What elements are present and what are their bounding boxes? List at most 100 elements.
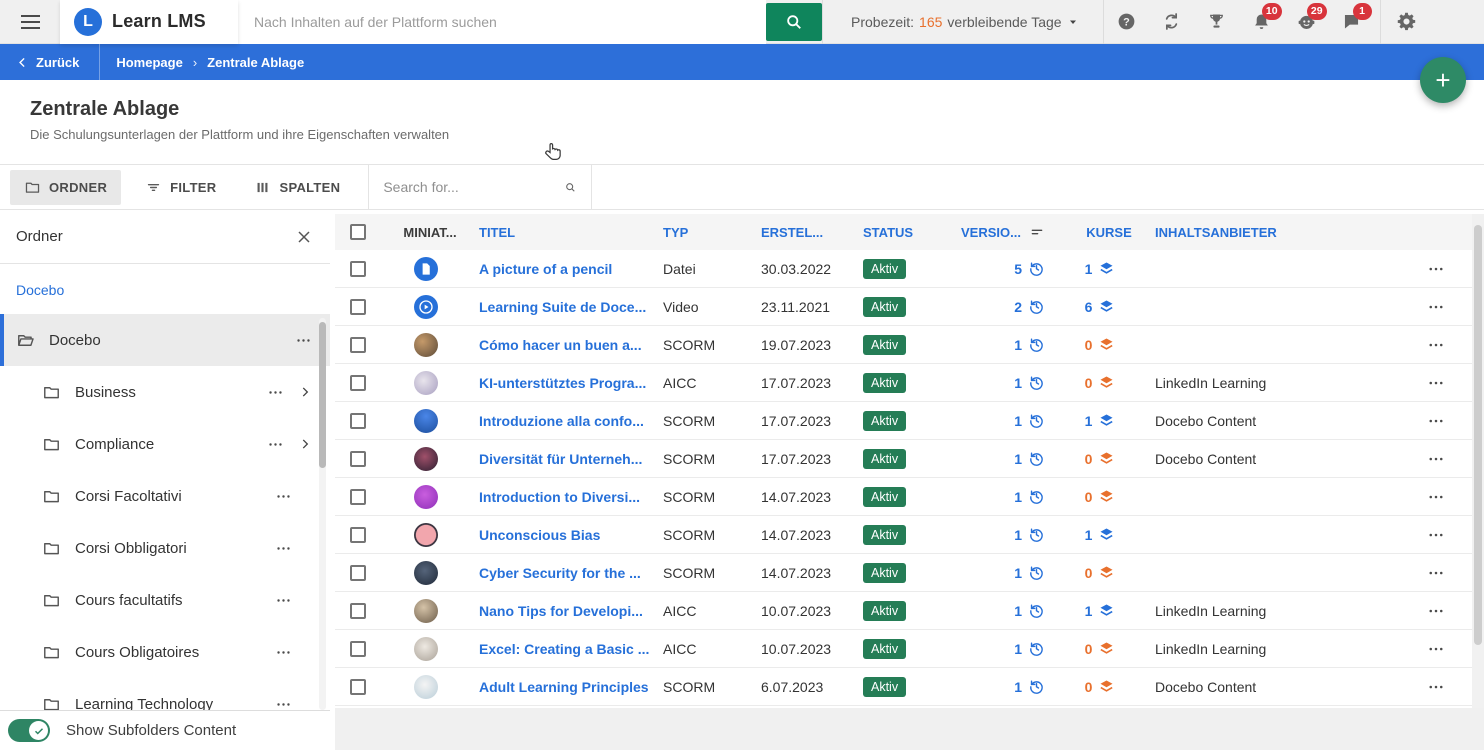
row-menu-button[interactable]: [1399, 602, 1472, 620]
settings-button[interactable]: [1381, 0, 1433, 44]
courses-link[interactable]: 0: [1063, 678, 1147, 695]
asset-title-link[interactable]: Excel: Creating a Basic ...: [471, 641, 655, 657]
select-all-checkbox[interactable]: [350, 224, 366, 240]
courses-link[interactable]: 0: [1063, 374, 1147, 391]
notifications-button[interactable]: 10: [1239, 0, 1284, 44]
folder-node-docebo[interactable]: Docebo: [0, 314, 330, 366]
row-checkbox[interactable]: [350, 527, 366, 543]
versions-link[interactable]: 1: [953, 602, 1063, 619]
chevron-right-icon[interactable]: [298, 437, 312, 451]
row-menu-button[interactable]: [1399, 640, 1472, 658]
row-checkbox[interactable]: [350, 603, 366, 619]
tab-filter[interactable]: FILTER: [131, 170, 230, 205]
versions-link[interactable]: 5: [953, 260, 1063, 277]
versions-link[interactable]: 2: [953, 298, 1063, 315]
row-checkbox[interactable]: [350, 413, 366, 429]
folder-node-corsi-obbligatori[interactable]: Corsi Obbligatori: [0, 522, 330, 574]
row-menu-button[interactable]: [1399, 450, 1472, 468]
row-checkbox[interactable]: [350, 261, 366, 277]
versions-link[interactable]: 1: [953, 564, 1063, 581]
col-created[interactable]: ERSTEL...: [753, 225, 855, 240]
row-menu-button[interactable]: [1399, 488, 1472, 506]
row-menu-button[interactable]: [1399, 564, 1472, 582]
folder-node-learning-technology[interactable]: Learning Technology: [0, 678, 330, 710]
show-subfolders-toggle[interactable]: [8, 719, 50, 742]
col-status[interactable]: STATUS: [855, 225, 953, 240]
versions-link[interactable]: 1: [953, 526, 1063, 543]
tab-folders[interactable]: ORDNER: [10, 170, 121, 205]
row-checkbox[interactable]: [350, 641, 366, 657]
versions-link[interactable]: 1: [953, 412, 1063, 429]
folder-menu-button[interactable]: [275, 540, 292, 557]
tab-columns[interactable]: SPALTEN: [240, 170, 354, 205]
courses-link[interactable]: 0: [1063, 564, 1147, 581]
table-scrollbar-thumb[interactable]: [1474, 225, 1482, 645]
chevron-right-icon[interactable]: [298, 385, 312, 399]
close-icon[interactable]: [294, 227, 314, 247]
folder-node-corsi-facoltativi[interactable]: Corsi Facoltativi: [0, 470, 330, 522]
col-versions[interactable]: VERSIO...: [953, 224, 1063, 240]
courses-link[interactable]: 1: [1063, 260, 1147, 277]
row-checkbox[interactable]: [350, 337, 366, 353]
app-logo[interactable]: L Learn LMS: [60, 0, 238, 44]
sidebar-scrollbar-thumb[interactable]: [319, 322, 326, 468]
row-checkbox[interactable]: [350, 451, 366, 467]
row-menu-button[interactable]: [1399, 336, 1472, 354]
row-menu-button[interactable]: [1399, 412, 1472, 430]
courses-link[interactable]: 1: [1063, 412, 1147, 429]
gamification-button[interactable]: [1194, 0, 1239, 44]
trial-period-dropdown[interactable]: Probezeit: 165 verbleibende Tage: [823, 14, 1103, 30]
folder-menu-button[interactable]: [275, 592, 292, 609]
folder-node-compliance[interactable]: Compliance: [0, 418, 330, 470]
asset-title-link[interactable]: Introduzione alla confo...: [471, 413, 655, 429]
folder-node-cours-facultatifs[interactable]: Cours facultatifs: [0, 574, 330, 626]
courses-link[interactable]: 1: [1063, 526, 1147, 543]
row-checkbox[interactable]: [350, 299, 366, 315]
row-menu-button[interactable]: [1399, 374, 1472, 392]
messages-button[interactable]: 1: [1329, 0, 1374, 44]
versions-link[interactable]: 1: [953, 336, 1063, 353]
folder-breadcrumb-root[interactable]: Docebo: [16, 282, 64, 298]
row-menu-button[interactable]: [1399, 678, 1472, 696]
courses-link[interactable]: 0: [1063, 640, 1147, 657]
courses-link[interactable]: 0: [1063, 488, 1147, 505]
sync-button[interactable]: [1149, 0, 1194, 44]
asset-title-link[interactable]: Unconscious Bias: [471, 527, 655, 543]
folder-node-business[interactable]: Business: [0, 366, 330, 418]
col-title[interactable]: TITEL: [471, 225, 655, 240]
asset-title-link[interactable]: Learning Suite de Doce...: [471, 299, 655, 315]
asset-title-link[interactable]: Introduction to Diversi...: [471, 489, 655, 505]
versions-link[interactable]: 1: [953, 374, 1063, 391]
courses-link[interactable]: 0: [1063, 336, 1147, 353]
hamburger-menu-icon[interactable]: [0, 0, 60, 44]
back-button[interactable]: Zurück: [0, 44, 99, 80]
row-checkbox[interactable]: [350, 375, 366, 391]
courses-link[interactable]: 0: [1063, 450, 1147, 467]
col-provider[interactable]: INHALTSANBIETER: [1147, 225, 1399, 240]
add-new-button[interactable]: +: [1420, 57, 1466, 103]
folder-node-cours-obligatoires[interactable]: Cours Obligatoires: [0, 626, 330, 678]
folder-menu-button[interactable]: [275, 696, 292, 711]
asset-title-link[interactable]: Cyber Security for the ...: [471, 565, 655, 581]
assistant-button[interactable]: 29: [1284, 0, 1329, 44]
col-type[interactable]: TYP: [655, 225, 753, 240]
versions-link[interactable]: 1: [953, 678, 1063, 695]
asset-title-link[interactable]: Diversität für Unterneh...: [471, 451, 655, 467]
versions-link[interactable]: 1: [953, 488, 1063, 505]
help-button[interactable]: ?: [1104, 0, 1149, 44]
asset-title-link[interactable]: A picture of a pencil: [471, 261, 655, 277]
breadcrumb-home[interactable]: Homepage: [116, 55, 182, 70]
versions-link[interactable]: 1: [953, 450, 1063, 467]
asset-title-link[interactable]: Nano Tips for Developi...: [471, 603, 655, 619]
folder-menu-button[interactable]: [295, 332, 312, 349]
folder-menu-button[interactable]: [267, 436, 284, 453]
global-search-input[interactable]: [238, 0, 766, 44]
row-menu-button[interactable]: [1399, 298, 1472, 316]
asset-title-link[interactable]: Adult Learning Principles: [471, 679, 655, 695]
asset-title-link[interactable]: KI-unterstütztes Progra...: [471, 375, 655, 391]
courses-link[interactable]: 6: [1063, 298, 1147, 315]
folder-menu-button[interactable]: [275, 488, 292, 505]
row-checkbox[interactable]: [350, 679, 366, 695]
row-checkbox[interactable]: [350, 489, 366, 505]
courses-link[interactable]: 1: [1063, 602, 1147, 619]
